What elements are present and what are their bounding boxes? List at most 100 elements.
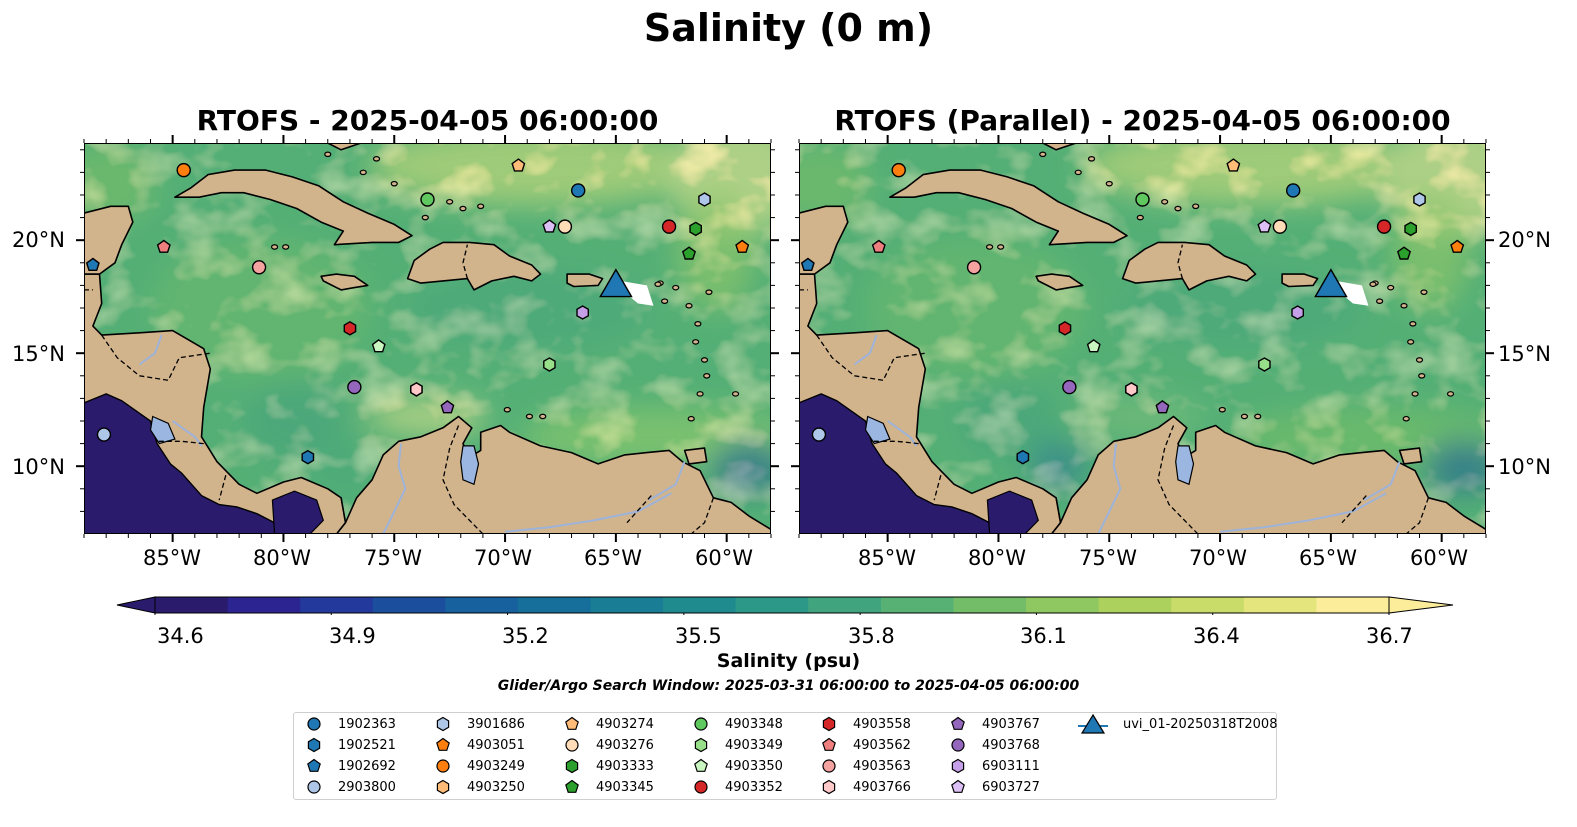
obs-marker-6903727[interactable] bbox=[542, 219, 557, 233]
obs-marker-6903111[interactable] bbox=[1291, 305, 1304, 320]
hexagon-marker-icon bbox=[436, 779, 450, 795]
small-island bbox=[672, 284, 680, 291]
map-panel-rtofs-parallel[interactable] bbox=[799, 143, 1486, 534]
obs-marker-4903766[interactable] bbox=[410, 382, 423, 397]
obs-marker-4903558[interactable] bbox=[343, 320, 357, 336]
small-island bbox=[270, 244, 279, 250]
legend-item-4903350: 4903350 bbox=[691, 756, 783, 776]
legend-label: 4903349 bbox=[725, 737, 783, 753]
obs-marker-4903352[interactable] bbox=[1376, 219, 1392, 234]
obs-marker-6903111[interactable] bbox=[576, 305, 589, 320]
obs-marker-4903345[interactable] bbox=[1396, 246, 1412, 260]
colorbar bbox=[115, 595, 1455, 619]
river bbox=[138, 334, 163, 366]
obs-marker-4903345[interactable] bbox=[681, 246, 697, 260]
small-island bbox=[372, 156, 381, 162]
x-tick-label: 85°W bbox=[858, 546, 916, 570]
circle-marker-icon bbox=[694, 717, 708, 731]
small-island bbox=[685, 302, 693, 309]
obs-marker-4903333[interactable] bbox=[1404, 221, 1417, 237]
legend-item-1902521: 1902521 bbox=[304, 735, 396, 755]
obs-marker-4903333[interactable] bbox=[689, 221, 702, 237]
obs-marker-2903800[interactable] bbox=[811, 427, 827, 442]
obs-marker-4903767[interactable] bbox=[1155, 400, 1170, 414]
obs-marker-4903274[interactable] bbox=[511, 158, 526, 172]
legend-item-uvi_01-20250318T2008: uvi_01-20250318T2008 bbox=[1077, 714, 1277, 734]
small-island bbox=[692, 339, 700, 345]
obs-marker-1902692[interactable] bbox=[85, 257, 100, 272]
small-island bbox=[1407, 339, 1415, 345]
x-tick-label: 60°W bbox=[1410, 546, 1468, 570]
obs-marker-2903800[interactable] bbox=[96, 427, 112, 442]
country-border bbox=[1177, 244, 1184, 279]
obs-marker-4903768[interactable] bbox=[1062, 379, 1077, 395]
legend-item-3901686: 3901686 bbox=[433, 714, 525, 734]
obs-marker-4903558[interactable] bbox=[1058, 320, 1072, 336]
legend-item-6903111: 6903111 bbox=[948, 756, 1040, 776]
obs-marker-6903727[interactable] bbox=[1257, 219, 1272, 233]
legend-label: 4903276 bbox=[596, 737, 654, 753]
obs-marker-1902521[interactable] bbox=[301, 449, 315, 465]
small-island bbox=[1402, 415, 1410, 422]
obs-marker-uvi_01-20250318T2008[interactable] bbox=[599, 268, 633, 298]
obs-marker-4903563[interactable] bbox=[966, 260, 982, 275]
obs-marker-4903767[interactable] bbox=[440, 400, 455, 414]
legend-label: 4903274 bbox=[596, 716, 654, 732]
small-island bbox=[1415, 357, 1424, 363]
obs-marker-uvi_01-20250318T2008[interactable] bbox=[1314, 268, 1348, 298]
map-panel-rtofs[interactable] bbox=[84, 143, 771, 534]
legend-label: 4903352 bbox=[725, 779, 783, 795]
obs-marker-4903348[interactable] bbox=[420, 192, 435, 207]
obs-marker-4903350[interactable] bbox=[1086, 339, 1101, 353]
obs-marker-4903563[interactable] bbox=[251, 260, 267, 275]
colorbar-tick-label: 36.4 bbox=[1193, 624, 1240, 648]
hexagon-marker-icon bbox=[307, 737, 321, 753]
small-island bbox=[703, 372, 711, 379]
obs-marker-4903051[interactable] bbox=[735, 239, 750, 253]
y-tick-label: 20°N bbox=[1498, 228, 1551, 252]
y-tick-label: 15°N bbox=[1498, 342, 1551, 366]
obs-marker-4903562[interactable] bbox=[871, 239, 886, 253]
obs-marker-4903274[interactable] bbox=[1226, 158, 1241, 172]
small-island bbox=[421, 214, 429, 221]
small-island bbox=[446, 198, 454, 205]
river bbox=[1363, 461, 1401, 501]
colorbar-tick-label: 34.9 bbox=[329, 624, 376, 648]
small-island bbox=[503, 406, 511, 413]
obs-marker-4903350[interactable] bbox=[371, 339, 386, 353]
legend-item-4903051: 4903051 bbox=[433, 735, 525, 755]
obs-marker-4903768[interactable] bbox=[347, 379, 362, 395]
obs-marker-4903249[interactable] bbox=[891, 162, 906, 178]
x-tick-label: 80°W bbox=[253, 546, 311, 570]
obs-marker-4903276[interactable] bbox=[1272, 219, 1288, 234]
obs-marker-4903348[interactable] bbox=[1135, 192, 1150, 207]
obs-marker-1902363[interactable] bbox=[1285, 183, 1301, 198]
legend-label: 1902521 bbox=[338, 737, 396, 753]
x-tick-label: 80°W bbox=[968, 546, 1026, 570]
obs-marker-4903349[interactable] bbox=[543, 357, 556, 372]
obs-marker-4903352[interactable] bbox=[661, 219, 677, 234]
small-island bbox=[1387, 284, 1395, 291]
obs-marker-4903249[interactable] bbox=[176, 162, 191, 178]
obs-marker-1902692[interactable] bbox=[800, 257, 815, 272]
obs-marker-4903766[interactable] bbox=[1125, 382, 1138, 397]
obs-marker-3901686[interactable] bbox=[1413, 192, 1426, 207]
obs-marker-1902521[interactable] bbox=[1016, 449, 1030, 465]
pentagon-marker-icon bbox=[694, 758, 708, 772]
small-island bbox=[1376, 298, 1384, 305]
obs-marker-1902363[interactable] bbox=[570, 183, 586, 198]
pentagon-marker-icon bbox=[307, 758, 321, 772]
obs-marker-3901686[interactable] bbox=[698, 192, 711, 207]
obs-marker-4903051[interactable] bbox=[1450, 239, 1465, 253]
obs-marker-4903349[interactable] bbox=[1258, 357, 1271, 372]
obs-marker-4903562[interactable] bbox=[156, 239, 171, 253]
small-island bbox=[1136, 214, 1144, 221]
obs-marker-4903276[interactable] bbox=[557, 219, 573, 234]
circle-marker-icon bbox=[565, 738, 579, 752]
land-south-america bbox=[1050, 415, 1486, 534]
legend-item-4903250: 4903250 bbox=[433, 777, 525, 797]
country-border bbox=[1341, 495, 1367, 524]
legend-item-4903562: 4903562 bbox=[819, 735, 911, 755]
pentagon-marker-icon bbox=[951, 779, 965, 793]
circle-marker-icon bbox=[307, 780, 321, 794]
